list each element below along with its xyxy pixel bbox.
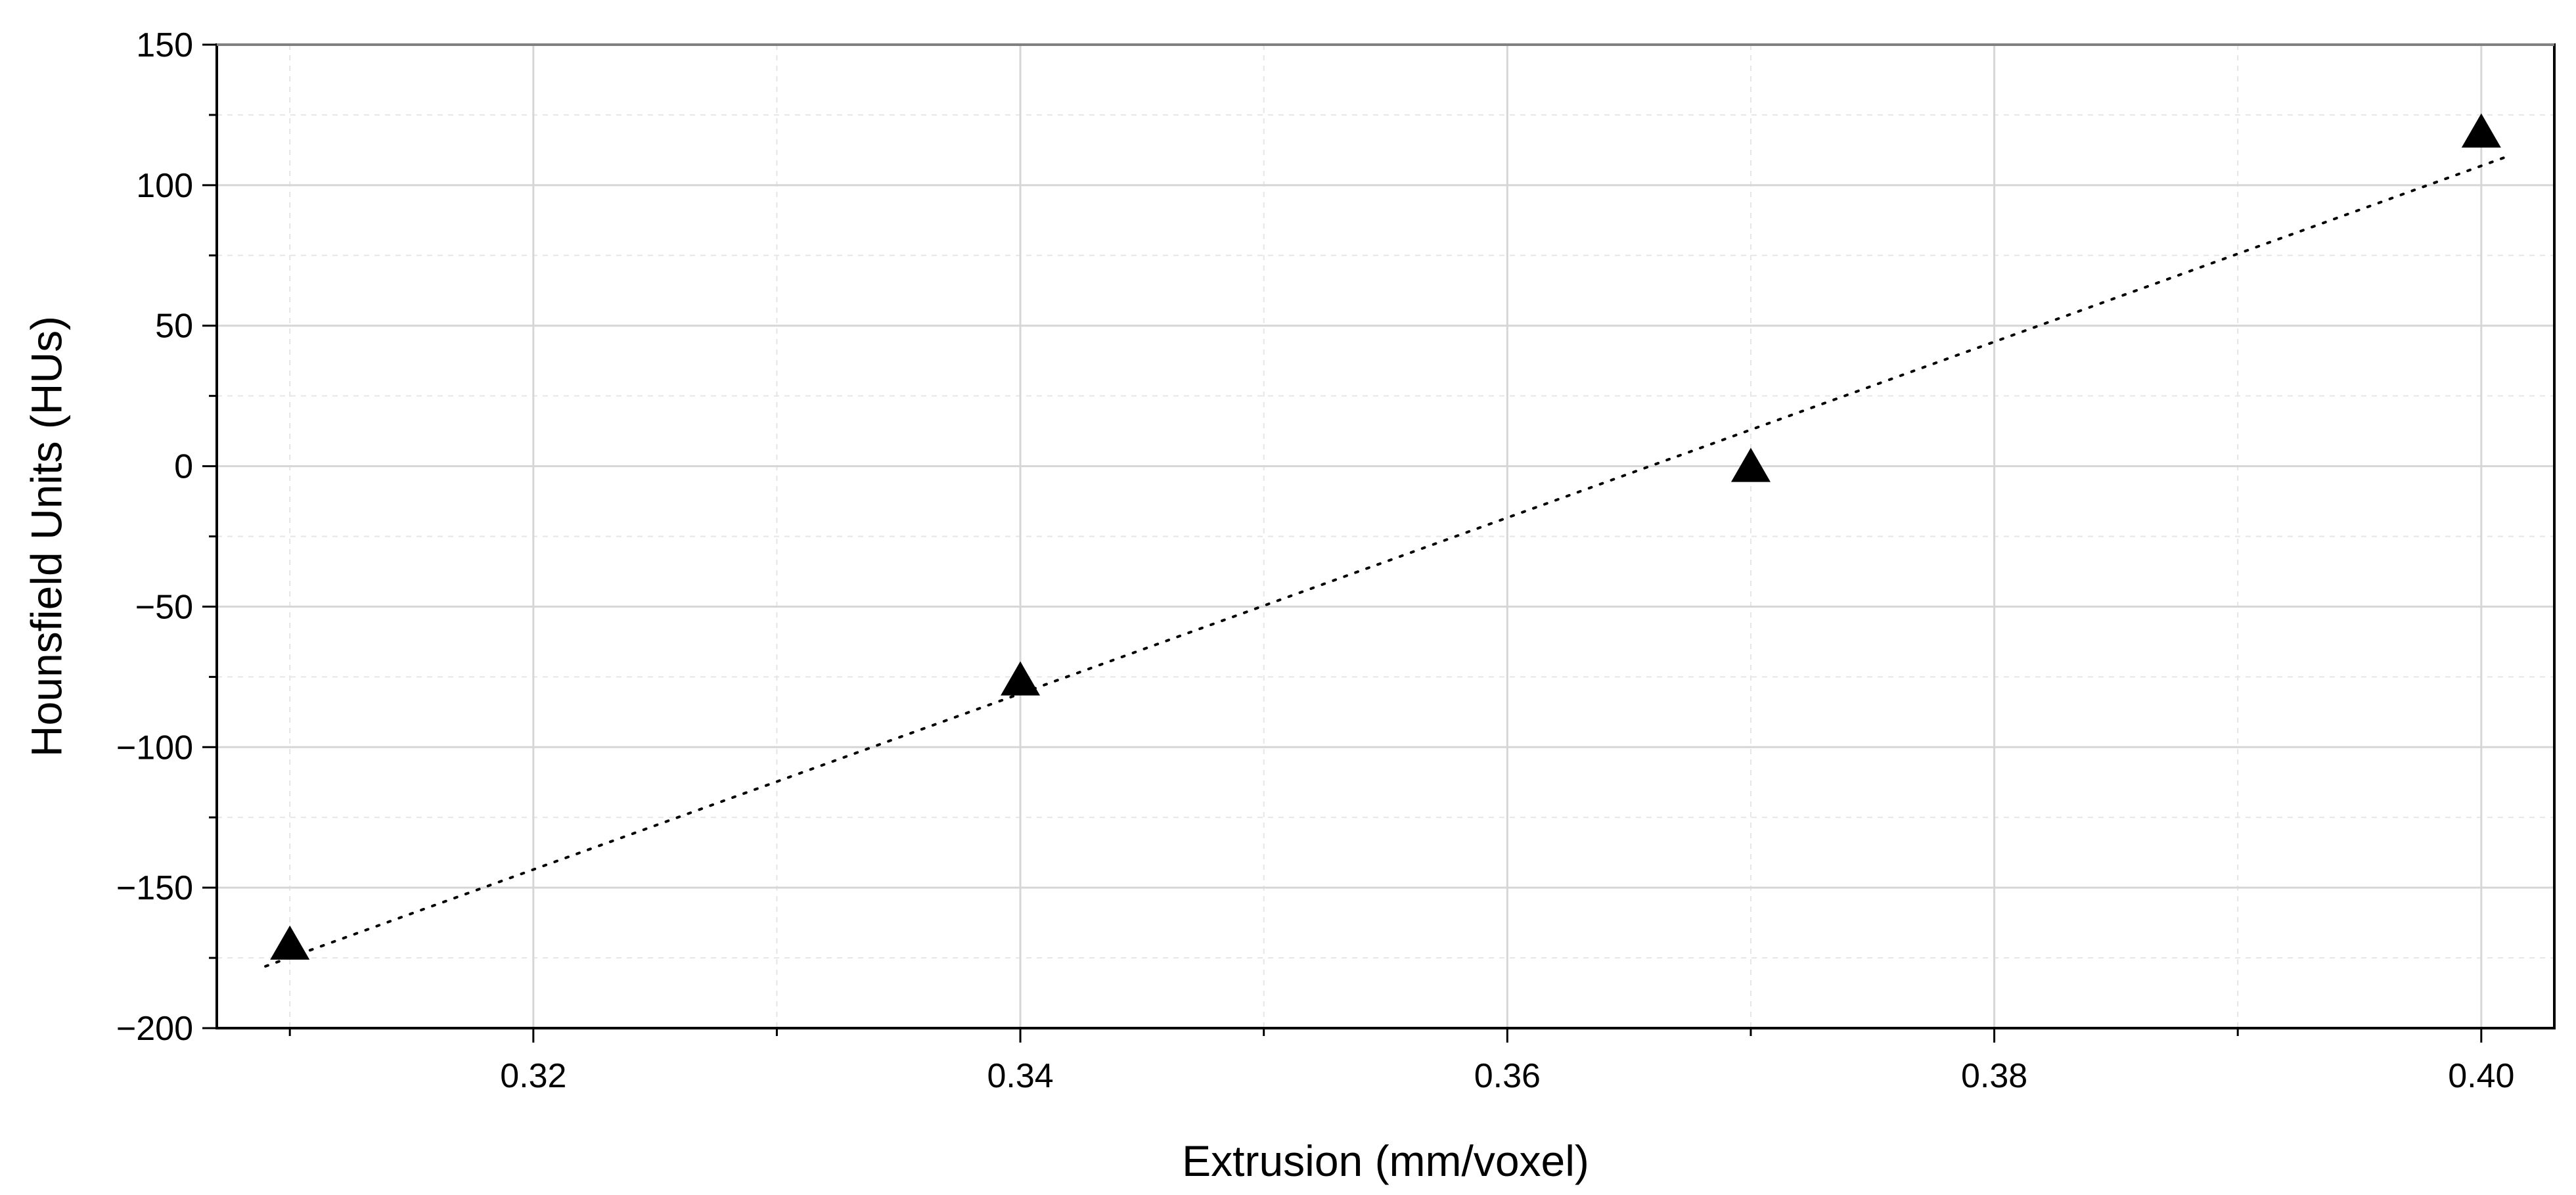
y-tick-label: 150 bbox=[136, 26, 193, 64]
y-tick-label: −150 bbox=[116, 869, 193, 907]
y-tick-label: 100 bbox=[136, 167, 193, 205]
trendline bbox=[264, 156, 2507, 968]
data-point-triangle bbox=[2461, 113, 2501, 148]
y-tick-label: 50 bbox=[155, 307, 193, 346]
x-tick-label: 0.36 bbox=[1474, 1057, 1541, 1095]
y-tick-label: −200 bbox=[116, 1010, 193, 1048]
data-point-triangle bbox=[1001, 661, 1041, 696]
y-tick-labels: −200 −150 −100 −50 0 50 100 150 bbox=[116, 26, 193, 1048]
y-tick-label: 0 bbox=[174, 448, 193, 486]
x-tick-label: 0.40 bbox=[2448, 1057, 2514, 1095]
axis-ticks bbox=[202, 43, 2483, 1043]
x-tick-labels: 0.32 0.34 0.36 0.38 0.40 bbox=[500, 1057, 2514, 1095]
x-tick-label: 0.34 bbox=[987, 1057, 1053, 1095]
major-gridlines bbox=[217, 45, 2554, 1028]
x-tick-label: 0.32 bbox=[500, 1057, 566, 1095]
data-point-triangle bbox=[270, 925, 310, 960]
x-axis-title: Extrusion (mm/voxel) bbox=[1182, 1137, 1589, 1185]
data-points bbox=[270, 113, 2501, 960]
trendline-group bbox=[264, 156, 2507, 968]
y-tick-label: −100 bbox=[116, 729, 193, 767]
minor-gridlines bbox=[217, 45, 2554, 1028]
x-tick-label: 0.38 bbox=[1961, 1057, 2027, 1095]
y-axis-title: Hounsfield Units (HUs) bbox=[22, 316, 70, 757]
data-point-triangle bbox=[1730, 447, 1771, 482]
y-tick-label: −50 bbox=[135, 588, 193, 626]
